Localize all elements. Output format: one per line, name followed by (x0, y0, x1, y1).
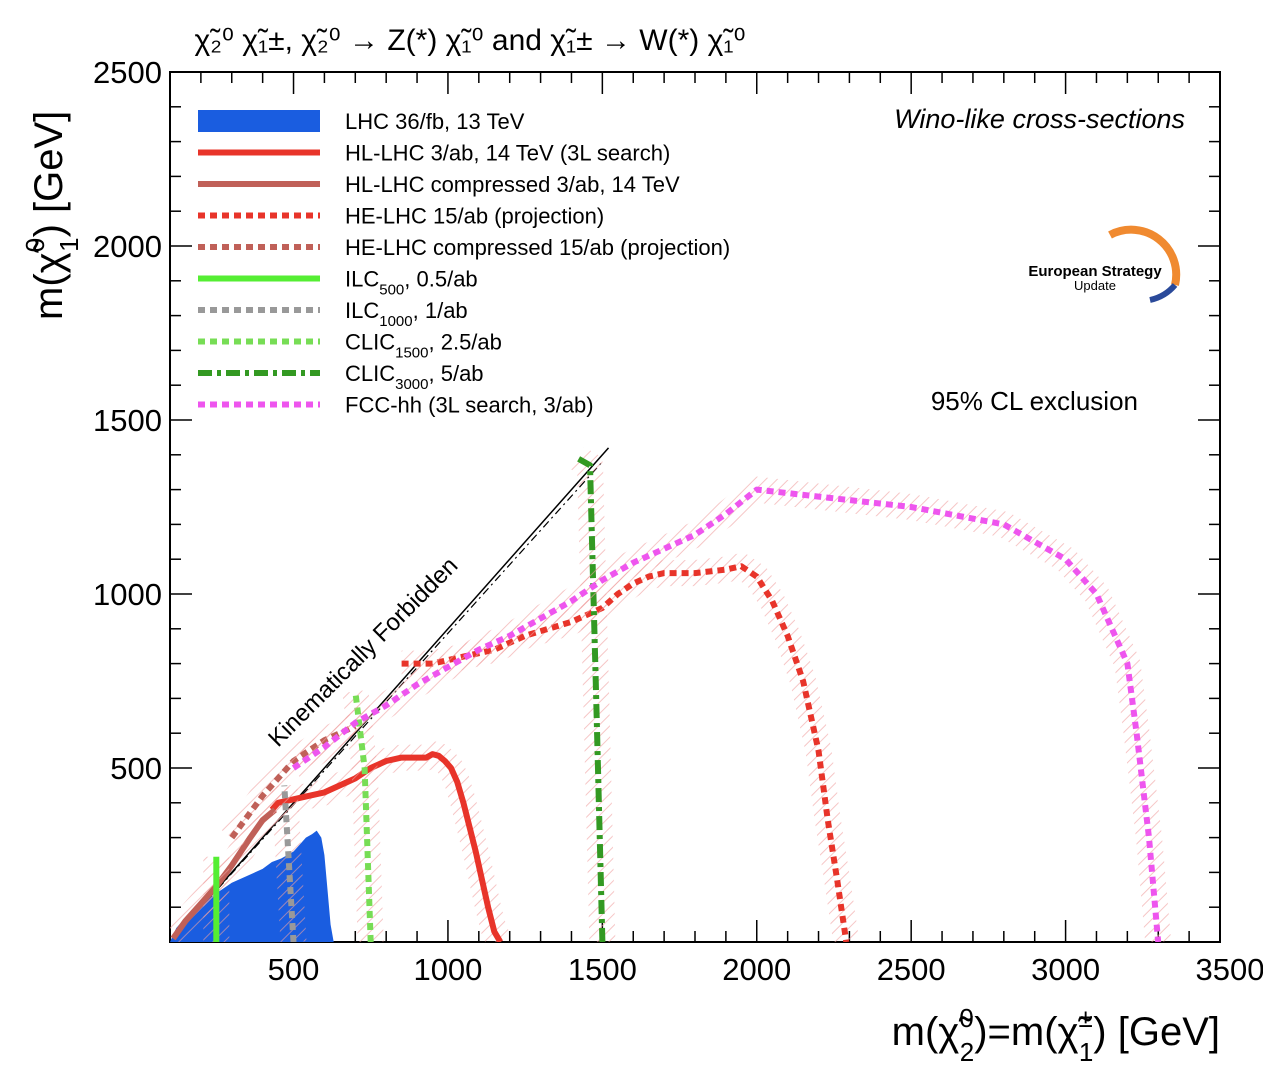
svg-text:m(χ̃02)=m(χ̃±1) [GeV]: m(χ̃0 2)=m(χ̃± 1) [GeV] (892, 1003, 1220, 1067)
legend-label: HL-LHC compressed 3/ab, 14 TeV (345, 172, 680, 197)
x-tick-label: 2000 (722, 952, 791, 987)
x-axis-label: m(χ̃0 2)=m(χ̃± 1) [GeV] (892, 1003, 1220, 1067)
x-tick-label: 1500 (568, 952, 637, 987)
legend-item: HL-LHC 3/ab, 14 TeV (3L search) (198, 141, 670, 166)
legend-item: CLIC1500, 2.5/ab (198, 330, 502, 362)
series-10-line (291, 486, 1162, 942)
y-axis-label: m(χ̃0 1) [GeV] (20, 111, 84, 320)
legend-item: HE-LHC compressed 15/ab (projection) (198, 235, 730, 260)
legend-item: HL-LHC compressed 3/ab, 14 TeV (198, 172, 680, 197)
series-9-line (576, 455, 606, 942)
series-3-line (170, 807, 277, 941)
legend-label: HL-LHC 3/ab, 14 TeV (3L search) (345, 141, 670, 166)
y-tick-label: 1500 (93, 403, 162, 438)
y-tick-label: 1000 (93, 577, 162, 612)
legend-label: ILC1000, 1/ab (345, 298, 468, 330)
x-tick-label: 3000 (1031, 952, 1100, 987)
svg-text:Update: Update (1074, 278, 1116, 293)
series-4-hatch (401, 553, 860, 942)
legend-label: HE-LHC 15/ab (projection) (345, 204, 604, 229)
legend-item: HE-LHC 15/ab (projection) (198, 204, 604, 229)
svg-text:m(χ̃01) [GeV]: m(χ̃0 1) [GeV] (20, 111, 84, 320)
series-8-line (352, 691, 374, 942)
legend-item: ILC1000, 1/ab (198, 298, 468, 330)
y-tick-label: 2500 (93, 55, 162, 90)
legend-label: HE-LHC compressed 15/ab (projection) (345, 235, 730, 260)
cl-annotation: 95% CL exclusion (931, 386, 1138, 416)
legend-label: FCC-hh (3L search, 3/ab) (345, 393, 594, 418)
series-2-line (269, 751, 503, 942)
legend-item: LHC 36/fb, 13 TeV (198, 109, 525, 134)
legend-swatch (198, 110, 320, 132)
series-layer (170, 446, 1172, 942)
x-tick-label: 3500 (1196, 952, 1263, 987)
legend: LHC 36/fb, 13 TeV HL-LHC 3/ab, 14 TeV (3L… (198, 109, 730, 418)
legend-item: ILC500, 0.5/ab (198, 267, 478, 299)
legend-item: CLIC3000, 5/ab (198, 361, 484, 393)
ticks-layer: 500 1000 1500 2000 2500 3000 3500 500 1000 1500 20… (93, 55, 1263, 987)
wino-annotation: Wino-like cross-sections (894, 104, 1185, 134)
x-tick-label: 1000 (413, 952, 482, 987)
legend-label: CLIC1500, 2.5/ab (345, 330, 502, 362)
x-tick-label: 2500 (877, 952, 946, 987)
y-tick-label: 500 (110, 751, 162, 786)
svg-text:European Strategy: European Strategy (1028, 263, 1162, 280)
chart-title: χ̃₂⁰ χ̃₁±, χ̃₂⁰ → Z(*) χ̃₁⁰ and χ̃₁± → W… (195, 24, 746, 57)
x-tick-label: 500 (268, 952, 320, 987)
legend-label: ILC500, 0.5/ab (345, 267, 478, 299)
legend-item: FCC-hh (3L search, 3/ab) (198, 393, 594, 418)
plot-frame (169, 71, 1221, 943)
series-7-hatch (271, 784, 307, 942)
legend-label: LHC 36/fb, 13 TeV (345, 109, 525, 134)
legend-label: CLIC3000, 5/ab (345, 361, 484, 393)
y-tick-label: 2000 (93, 229, 162, 264)
european-strategy-logo: European Strategy Update (1028, 225, 1181, 303)
